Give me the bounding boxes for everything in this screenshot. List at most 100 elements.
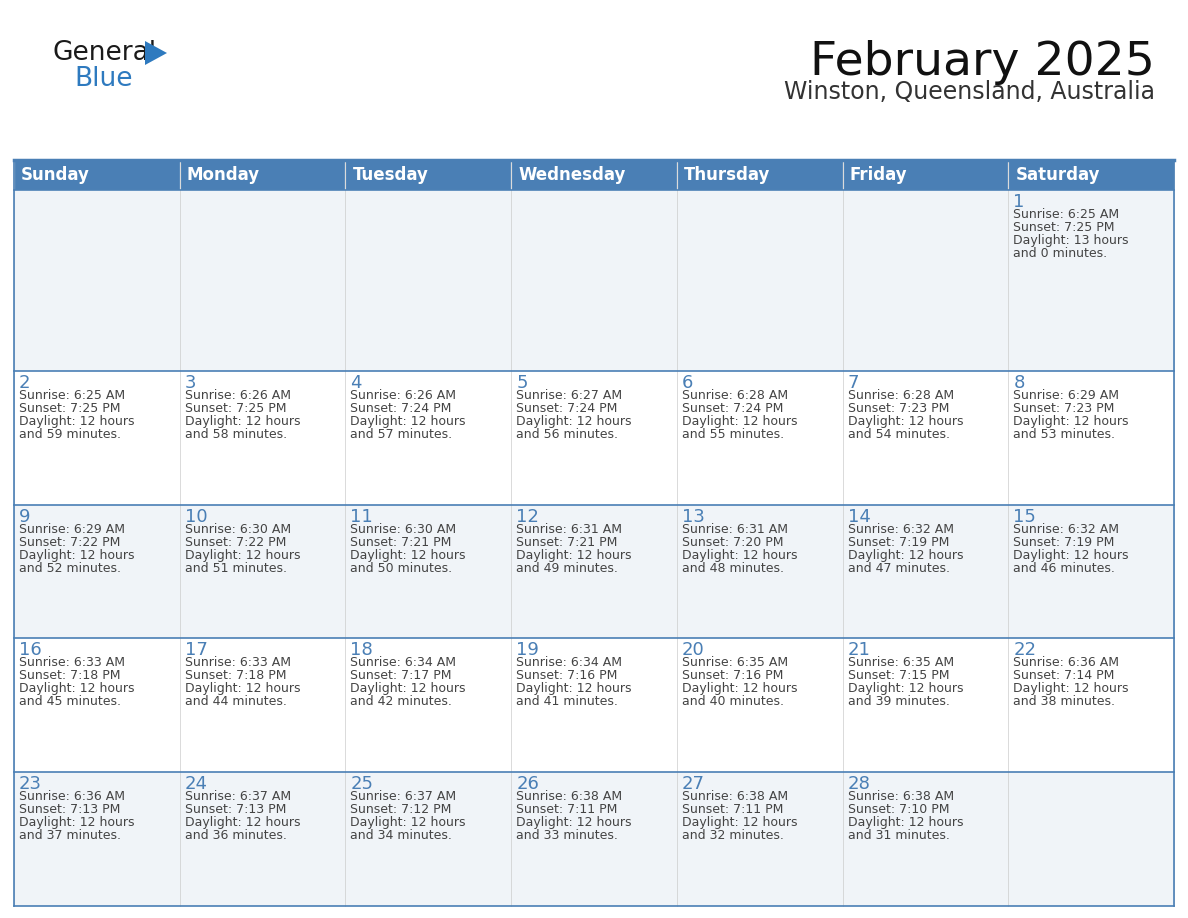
Text: Sunset: 7:14 PM: Sunset: 7:14 PM [1013,669,1114,682]
Text: 1: 1 [1013,193,1025,211]
Text: Daylight: 12 hours: Daylight: 12 hours [682,415,797,428]
Text: Sunrise: 6:35 AM: Sunrise: 6:35 AM [682,656,788,669]
Text: Sunset: 7:19 PM: Sunset: 7:19 PM [847,535,949,548]
Text: 26: 26 [516,775,539,793]
Text: and 58 minutes.: and 58 minutes. [184,428,286,441]
Text: and 32 minutes.: and 32 minutes. [682,829,784,842]
Text: 23: 23 [19,775,42,793]
Text: Sunset: 7:24 PM: Sunset: 7:24 PM [682,402,783,415]
Bar [677,160,842,190]
Text: Sunrise: 6:30 AM: Sunrise: 6:30 AM [184,522,291,535]
Text: 9: 9 [19,508,31,525]
Text: 18: 18 [350,642,373,659]
Bar [511,505,677,638]
Text: and 52 minutes.: and 52 minutes. [19,562,121,575]
Text: Daylight: 12 hours: Daylight: 12 hours [19,682,134,695]
Bar [14,371,179,505]
Bar [1009,190,1174,371]
Bar [1009,505,1174,638]
Bar [842,638,1009,772]
Text: Daylight: 12 hours: Daylight: 12 hours [350,548,466,562]
Text: Sunset: 7:18 PM: Sunset: 7:18 PM [19,669,120,682]
Text: and 46 minutes.: and 46 minutes. [1013,562,1116,575]
Text: Daylight: 12 hours: Daylight: 12 hours [184,682,301,695]
Bar [14,160,179,190]
Text: 21: 21 [847,642,871,659]
Text: Daylight: 12 hours: Daylight: 12 hours [682,548,797,562]
Bar [842,190,1009,371]
Bar [346,190,511,371]
Text: Sunset: 7:13 PM: Sunset: 7:13 PM [19,803,120,816]
Text: 14: 14 [847,508,871,525]
Text: Sunrise: 6:27 AM: Sunrise: 6:27 AM [516,388,623,402]
Text: Sunrise: 6:33 AM: Sunrise: 6:33 AM [19,656,125,669]
Text: Daylight: 12 hours: Daylight: 12 hours [1013,548,1129,562]
Bar [1009,772,1174,906]
Text: Sunset: 7:15 PM: Sunset: 7:15 PM [847,669,949,682]
Bar [346,638,511,772]
Text: Sunrise: 6:38 AM: Sunrise: 6:38 AM [682,790,788,803]
Polygon shape [145,41,168,65]
Text: and 55 minutes.: and 55 minutes. [682,428,784,441]
Bar [346,371,511,505]
Bar [677,371,842,505]
Text: Sunset: 7:25 PM: Sunset: 7:25 PM [1013,221,1114,234]
Text: Sunset: 7:22 PM: Sunset: 7:22 PM [19,535,120,548]
Text: Sunrise: 6:29 AM: Sunrise: 6:29 AM [19,522,125,535]
Text: 20: 20 [682,642,704,659]
Text: 16: 16 [19,642,42,659]
Text: 27: 27 [682,775,704,793]
Text: 17: 17 [184,642,208,659]
Text: Sunset: 7:23 PM: Sunset: 7:23 PM [847,402,949,415]
Text: Sunrise: 6:34 AM: Sunrise: 6:34 AM [350,656,456,669]
Text: and 40 minutes.: and 40 minutes. [682,695,784,709]
Text: and 41 minutes.: and 41 minutes. [516,695,618,709]
Bar [1009,371,1174,505]
Bar [179,505,346,638]
Text: Sunrise: 6:26 AM: Sunrise: 6:26 AM [350,388,456,402]
Text: and 0 minutes.: and 0 minutes. [1013,247,1107,260]
Bar [179,190,346,371]
Text: Sunset: 7:20 PM: Sunset: 7:20 PM [682,535,783,548]
Text: and 53 minutes.: and 53 minutes. [1013,428,1116,441]
Text: 13: 13 [682,508,704,525]
Text: Sunset: 7:19 PM: Sunset: 7:19 PM [1013,535,1114,548]
Text: Daylight: 12 hours: Daylight: 12 hours [350,816,466,829]
Text: 28: 28 [847,775,871,793]
Text: Sunrise: 6:37 AM: Sunrise: 6:37 AM [184,790,291,803]
Bar [14,505,179,638]
Text: Monday: Monday [187,166,260,184]
Text: Wednesday: Wednesday [518,166,626,184]
Text: Sunset: 7:16 PM: Sunset: 7:16 PM [682,669,783,682]
Text: and 54 minutes.: and 54 minutes. [847,428,949,441]
Text: and 37 minutes.: and 37 minutes. [19,829,121,842]
Text: Sunrise: 6:32 AM: Sunrise: 6:32 AM [1013,522,1119,535]
Text: Daylight: 12 hours: Daylight: 12 hours [1013,415,1129,428]
Text: 6: 6 [682,374,694,392]
Text: 2: 2 [19,374,31,392]
Text: Sunset: 7:24 PM: Sunset: 7:24 PM [350,402,451,415]
Text: and 59 minutes.: and 59 minutes. [19,428,121,441]
Text: February 2025: February 2025 [810,40,1155,85]
Text: Sunrise: 6:36 AM: Sunrise: 6:36 AM [19,790,125,803]
Text: Sunset: 7:21 PM: Sunset: 7:21 PM [350,535,451,548]
Text: Sunrise: 6:25 AM: Sunrise: 6:25 AM [1013,208,1119,221]
Text: Sunset: 7:22 PM: Sunset: 7:22 PM [184,535,286,548]
Text: and 33 minutes.: and 33 minutes. [516,829,618,842]
Text: and 47 minutes.: and 47 minutes. [847,562,949,575]
Text: Daylight: 12 hours: Daylight: 12 hours [516,816,632,829]
Text: Daylight: 12 hours: Daylight: 12 hours [516,548,632,562]
Text: Sunrise: 6:38 AM: Sunrise: 6:38 AM [516,790,623,803]
Text: 19: 19 [516,642,539,659]
Text: and 42 minutes.: and 42 minutes. [350,695,453,709]
Text: 3: 3 [184,374,196,392]
Text: 7: 7 [847,374,859,392]
Text: Sunrise: 6:38 AM: Sunrise: 6:38 AM [847,790,954,803]
Text: and 48 minutes.: and 48 minutes. [682,562,784,575]
Text: Daylight: 12 hours: Daylight: 12 hours [1013,682,1129,695]
Text: Sunrise: 6:31 AM: Sunrise: 6:31 AM [516,522,623,535]
Text: Daylight: 12 hours: Daylight: 12 hours [350,682,466,695]
Text: Daylight: 12 hours: Daylight: 12 hours [682,816,797,829]
Bar [677,638,842,772]
Text: Sunrise: 6:31 AM: Sunrise: 6:31 AM [682,522,788,535]
